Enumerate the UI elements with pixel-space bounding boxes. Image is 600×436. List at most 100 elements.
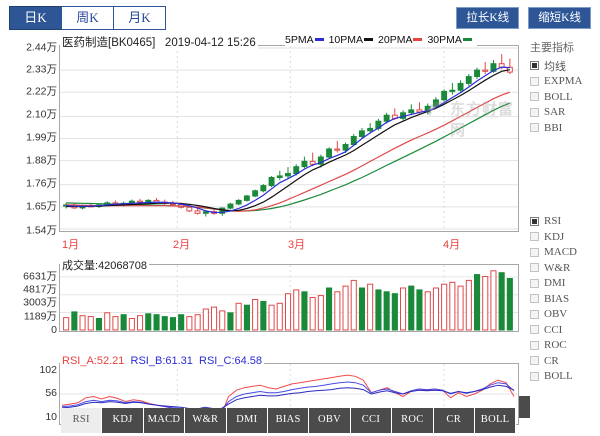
volume-tick-3: 1189万 bbox=[23, 310, 57, 323]
x-tick-jan: 1月 bbox=[62, 239, 80, 251]
checkbox-icon-kdj[interactable] bbox=[530, 232, 539, 242]
y-axis-labels: 2.44万 2.33万 2.22万 2.10万 1.99万 1.88万 1.76… bbox=[0, 36, 57, 424]
x-tick-feb: 2月 bbox=[173, 239, 191, 251]
price-tick-1: 2.33万 bbox=[26, 63, 57, 76]
checkbox-icon-roc[interactable] bbox=[530, 340, 539, 350]
sidebar-item-junxian[interactable]: 均线 bbox=[524, 58, 600, 74]
tab-boll[interactable]: BOLL bbox=[474, 408, 517, 433]
checkbox-icon-boll-sub[interactable] bbox=[530, 371, 539, 381]
volume-title: 成交量 bbox=[62, 260, 95, 272]
rsi-tick-0: 102 bbox=[39, 364, 57, 376]
ma-legend-20pma-label: 20PMA bbox=[378, 34, 413, 46]
tab-bias[interactable]: BIAS bbox=[267, 408, 310, 433]
sidebar-item-boll-sub[interactable]: BOLL bbox=[524, 369, 600, 385]
checkbox-icon-dmi[interactable] bbox=[530, 278, 539, 288]
checkbox-icon-obv[interactable] bbox=[530, 309, 539, 319]
tab-cci[interactable]: CCI bbox=[350, 408, 393, 433]
sidebar-item-cci[interactable]: CCI bbox=[524, 322, 600, 338]
rsi-a-value: 52.21 bbox=[96, 355, 125, 367]
checkbox-icon-boll[interactable] bbox=[530, 92, 539, 102]
sidebar-label-boll-sub: BOLL bbox=[544, 370, 573, 383]
sidebar-item-cr[interactable]: CR bbox=[524, 353, 600, 369]
ma-legend: 5PMA 10PMA 20PMA 30PMA bbox=[285, 34, 477, 46]
checkbox-icon-bbi[interactable] bbox=[530, 123, 539, 133]
indicator-sidebar: 主要指标 均线 EXPMA BOLL SAR BBI RSI KDJ bbox=[524, 36, 600, 416]
ma-legend-30pma-swatch bbox=[462, 38, 472, 41]
sidebar-item-expma[interactable]: EXPMA bbox=[524, 74, 600, 90]
price-chart-svg bbox=[60, 46, 518, 231]
sidebar-label-kdj: KDJ bbox=[544, 230, 565, 243]
sidebar-item-bbi[interactable]: BBI bbox=[524, 120, 600, 136]
rsi-panel-header: RSI_A:52.21 RSI_B:61.31 RSI_C:64.58 bbox=[60, 355, 265, 367]
rsi-tick-2: 10 bbox=[45, 411, 57, 423]
tab-macd[interactable]: MACD bbox=[143, 408, 186, 433]
stretch-kline-button[interactable]: 拉长K线 bbox=[456, 7, 520, 29]
period-tab-monthly[interactable]: 月K bbox=[113, 6, 166, 30]
rsi-c-value: 64.58 bbox=[234, 355, 263, 367]
instrument-name: 医药制造[BK0465] bbox=[62, 37, 156, 49]
sidebar-item-wr[interactable]: W&R bbox=[524, 260, 600, 276]
volume-tick-1: 4817万 bbox=[23, 283, 57, 296]
checkbox-icon-sar[interactable] bbox=[530, 107, 539, 117]
ma-legend-10pma-label: 10PMA bbox=[328, 34, 364, 46]
checkbox-icon-macd[interactable] bbox=[530, 247, 539, 257]
rsi-c-label: RSI_C bbox=[199, 355, 232, 367]
sidebar-item-roc[interactable]: ROC bbox=[524, 338, 600, 354]
x-tick-mar: 3月 bbox=[288, 239, 306, 251]
ma-legend-20pma-swatch bbox=[413, 38, 423, 41]
rsi-b-label: RSI_B bbox=[130, 355, 163, 367]
shrink-kline-button[interactable]: 缩短K线 bbox=[528, 7, 591, 29]
ma-legend-5pma-swatch bbox=[314, 38, 324, 41]
sidebar-label-roc: ROC bbox=[544, 339, 567, 352]
volume-chart-svg bbox=[60, 265, 518, 331]
sidebar-item-bias[interactable]: BIAS bbox=[524, 291, 600, 307]
period-tab-daily[interactable]: 日K bbox=[9, 6, 62, 30]
price-chart-panel[interactable] bbox=[59, 45, 519, 232]
tab-obv[interactable]: OBV bbox=[309, 408, 351, 433]
volume-tick-0: 6631万 bbox=[23, 270, 57, 283]
sidebar-item-dmi[interactable]: DMI bbox=[524, 276, 600, 292]
tab-roc[interactable]: ROC bbox=[392, 408, 434, 433]
sidebar-item-kdj[interactable]: KDJ bbox=[524, 229, 600, 245]
checkbox-icon-cci[interactable] bbox=[530, 325, 539, 335]
volume-chart-panel[interactable] bbox=[59, 264, 519, 332]
sidebar-spacer bbox=[524, 136, 600, 214]
checkbox-icon-rsi[interactable] bbox=[530, 216, 539, 226]
tab-rsi[interactable]: RSI bbox=[61, 408, 103, 433]
period-tab-weekly[interactable]: 周K bbox=[61, 6, 114, 30]
sidebar-label-sar: SAR bbox=[544, 106, 566, 119]
sidebar-item-macd[interactable]: MACD bbox=[524, 245, 600, 261]
sidebar-label-boll: BOLL bbox=[544, 90, 573, 103]
checkbox-icon-cr[interactable] bbox=[530, 356, 539, 366]
price-tick-3: 2.10万 bbox=[26, 108, 57, 121]
rsi-chart-svg bbox=[60, 364, 518, 424]
volume-colon: : bbox=[95, 260, 99, 272]
checkbox-icon-wr[interactable] bbox=[530, 263, 539, 273]
volume-panel-header: 成交量:42068708 bbox=[60, 257, 150, 273]
checkbox-icon-junxian[interactable] bbox=[530, 61, 539, 71]
sidebar-item-sar[interactable]: SAR bbox=[524, 105, 600, 121]
checkbox-icon-bias[interactable] bbox=[530, 294, 539, 304]
sidebar-label-expma: EXPMA bbox=[544, 75, 583, 88]
chart-stack: 2.44万 2.33万 2.22万 2.10万 1.99万 1.88万 1.76… bbox=[0, 34, 519, 425]
sidebar-title: 主要指标 bbox=[530, 42, 574, 54]
price-tick-2: 2.22万 bbox=[26, 85, 57, 98]
sidebar-label-dmi: DMI bbox=[544, 277, 566, 290]
checkbox-icon-expma[interactable] bbox=[530, 76, 539, 86]
sidebar-item-obv[interactable]: OBV bbox=[524, 307, 600, 323]
sidebar-label-obv: OBV bbox=[544, 308, 568, 321]
period-tab-group: 日K 周K 月K bbox=[9, 6, 166, 30]
tab-wr[interactable]: W&R bbox=[185, 408, 227, 433]
sidebar-label-bbi: BBI bbox=[544, 121, 563, 134]
tab-kdj[interactable]: KDJ bbox=[102, 408, 144, 433]
sidebar-item-rsi[interactable]: RSI bbox=[524, 214, 600, 230]
price-tick-5: 1.88万 bbox=[26, 154, 57, 167]
sidebar-label-rsi: RSI bbox=[544, 215, 562, 228]
sidebar-item-boll[interactable]: BOLL bbox=[524, 89, 600, 105]
horizontal-scroll-thumb[interactable] bbox=[519, 396, 530, 418]
kline-zoom-buttons: 拉长K线 缩短K线 bbox=[456, 7, 591, 29]
tab-dmi[interactable]: DMI bbox=[226, 408, 268, 433]
tab-cr[interactable]: CR bbox=[433, 408, 475, 433]
quote-datetime: 2019-04-12 15:26 bbox=[164, 37, 256, 49]
